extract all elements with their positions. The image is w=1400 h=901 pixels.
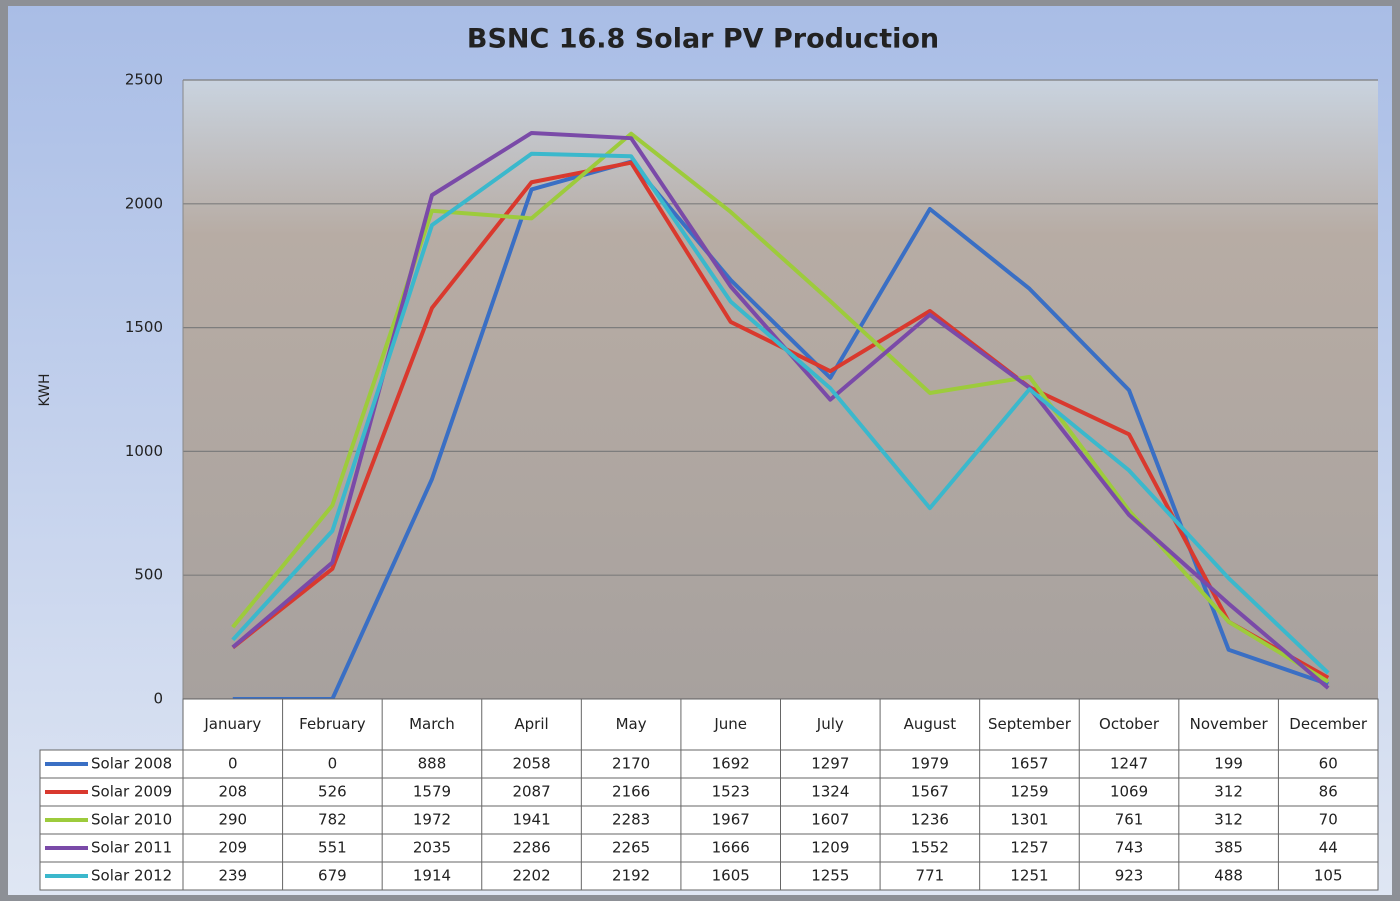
table-value: 1247: [1110, 755, 1148, 773]
table-value: 2166: [612, 783, 650, 801]
table-value: 1297: [811, 755, 849, 773]
table-value: 1259: [1010, 783, 1048, 801]
x-tick-label: October: [1099, 715, 1160, 733]
table-value: 743: [1115, 839, 1144, 857]
table-value: 1979: [911, 755, 949, 773]
table-value: 1251: [1010, 867, 1048, 885]
table-value: 1657: [1010, 755, 1048, 773]
table-value: 2192: [612, 867, 650, 885]
chart-title: BSNC 16.8 Solar PV Production: [467, 24, 939, 55]
table-value: 679: [318, 867, 347, 885]
table-value: 2286: [512, 839, 550, 857]
x-tick-label: January: [203, 715, 261, 733]
table-value: 2087: [512, 783, 550, 801]
table-value: 1607: [811, 811, 849, 829]
table-value: 2283: [612, 811, 650, 829]
table-value: 312: [1214, 811, 1243, 829]
table-value: 1972: [413, 811, 451, 829]
table-value: 923: [1115, 867, 1144, 885]
table-value: 105: [1314, 867, 1343, 885]
y-tick-label: 500: [134, 566, 163, 584]
y-tick-label: 2500: [125, 71, 163, 89]
table-value: 70: [1319, 811, 1338, 829]
table-value: 1069: [1110, 783, 1148, 801]
table-value: 60: [1319, 755, 1338, 773]
x-tick-label: September: [988, 715, 1072, 733]
table-value: 1941: [512, 811, 550, 829]
table-value: 0: [328, 755, 338, 773]
legend-label: Solar 2009: [91, 783, 172, 801]
table-value: 526: [318, 783, 347, 801]
table-value: 239: [218, 867, 247, 885]
table-value: 782: [318, 811, 347, 829]
x-tick-label: May: [616, 715, 647, 733]
table-value: 290: [218, 811, 247, 829]
x-tick-label: June: [713, 715, 747, 733]
table-value: 312: [1214, 783, 1243, 801]
legend-label: Solar 2008: [91, 755, 172, 773]
table-value: 208: [218, 783, 247, 801]
table-value: 888: [418, 755, 447, 773]
table-value: 1914: [413, 867, 451, 885]
table-value: 0: [228, 755, 238, 773]
table-value: 2035: [413, 839, 451, 857]
table-value: 1605: [712, 867, 750, 885]
x-tick-label: August: [904, 715, 957, 733]
table-value: 761: [1115, 811, 1144, 829]
legend-label: Solar 2010: [91, 811, 172, 829]
table-value: 1324: [811, 783, 849, 801]
x-tick-label: March: [409, 715, 455, 733]
x-tick-label: December: [1289, 715, 1368, 733]
legend-label: Solar 2011: [91, 839, 172, 857]
table-value: 551: [318, 839, 347, 857]
table-value: 771: [916, 867, 945, 885]
table-value: 1301: [1010, 811, 1048, 829]
chart: BSNC 16.8 Solar PV Production KWH 0 500 10…: [0, 0, 1400, 901]
y-tick-label: 1000: [125, 442, 163, 460]
table-value: 86: [1319, 783, 1338, 801]
y-tick-label: 0: [153, 690, 163, 708]
table-value: 1209: [811, 839, 849, 857]
table-value: 1236: [911, 811, 949, 829]
table-value: 1255: [811, 867, 849, 885]
legend-label: Solar 2012: [91, 867, 172, 885]
table-value: 2202: [512, 867, 550, 885]
x-tick-label: February: [299, 715, 366, 733]
x-tick-label: April: [514, 715, 548, 733]
table-value: 1692: [712, 755, 750, 773]
table-value: 488: [1214, 867, 1243, 885]
table-value: 1579: [413, 783, 451, 801]
table-value: 2170: [612, 755, 650, 773]
table-value: 1523: [712, 783, 750, 801]
table-value: 44: [1319, 839, 1338, 857]
table-value: 1552: [911, 839, 949, 857]
table-value: 1567: [911, 783, 949, 801]
table-value: 2265: [612, 839, 650, 857]
table-value: 385: [1214, 839, 1243, 857]
table-value: 209: [218, 839, 247, 857]
y-axis-label: KWH: [37, 373, 53, 406]
table-value: 2058: [512, 755, 550, 773]
x-tick-label: November: [1190, 715, 1269, 733]
y-tick-label: 2000: [125, 194, 163, 212]
table-value: 1967: [712, 811, 750, 829]
table-value: 199: [1214, 755, 1243, 773]
table-value: 1257: [1010, 839, 1048, 857]
plot-area: [183, 80, 1378, 699]
x-tick-label: July: [816, 715, 844, 733]
table-value: 1666: [712, 839, 750, 857]
y-tick-label: 1500: [125, 318, 163, 336]
